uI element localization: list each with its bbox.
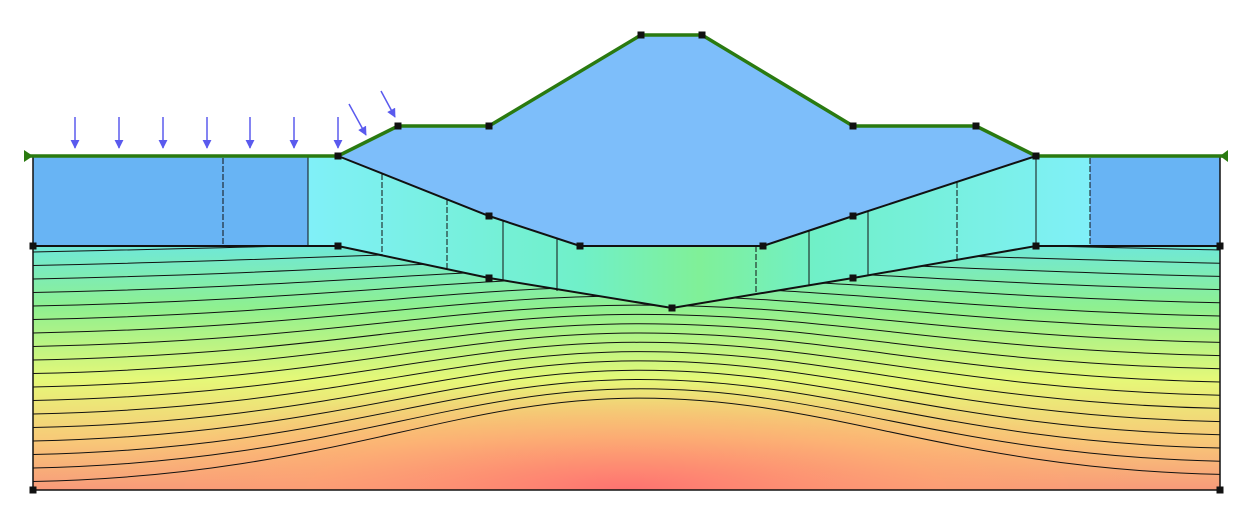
node <box>29 486 37 494</box>
contour-line <box>33 332 1220 388</box>
node <box>485 274 493 282</box>
node <box>849 274 857 282</box>
node <box>576 242 584 250</box>
zone-lines <box>222 156 1091 294</box>
node <box>637 31 645 39</box>
node <box>849 212 857 220</box>
contour-line <box>33 313 1220 361</box>
load-arrow <box>348 103 367 136</box>
node <box>1032 242 1040 250</box>
node <box>1032 152 1040 160</box>
node <box>849 122 857 130</box>
contour-line <box>33 397 1220 482</box>
contour-line <box>33 378 1220 455</box>
node <box>1216 242 1224 250</box>
contour-line <box>33 369 1220 442</box>
contour-line <box>33 323 1220 374</box>
node <box>485 212 493 220</box>
node <box>759 242 767 250</box>
support-right <box>1220 150 1228 162</box>
contours <box>33 246 1220 482</box>
embankment-base <box>337 155 1037 247</box>
support-left <box>24 150 33 162</box>
contour-line <box>33 304 1220 347</box>
loads <box>70 90 396 149</box>
embankment <box>338 35 1036 246</box>
contour-line <box>33 360 1220 428</box>
load-arrow <box>380 90 396 118</box>
node <box>1216 486 1224 494</box>
node <box>29 242 37 250</box>
contour-line <box>33 341 1220 401</box>
domain-border <box>32 156 1221 491</box>
node <box>972 122 980 130</box>
node <box>698 31 706 39</box>
contour-line <box>33 351 1220 415</box>
ground-surface <box>25 33 1225 158</box>
node <box>394 122 402 130</box>
node <box>668 304 676 312</box>
node <box>334 152 342 160</box>
node <box>485 122 493 130</box>
nodes <box>29 31 1224 494</box>
node <box>334 242 342 250</box>
contour-line <box>33 388 1220 469</box>
